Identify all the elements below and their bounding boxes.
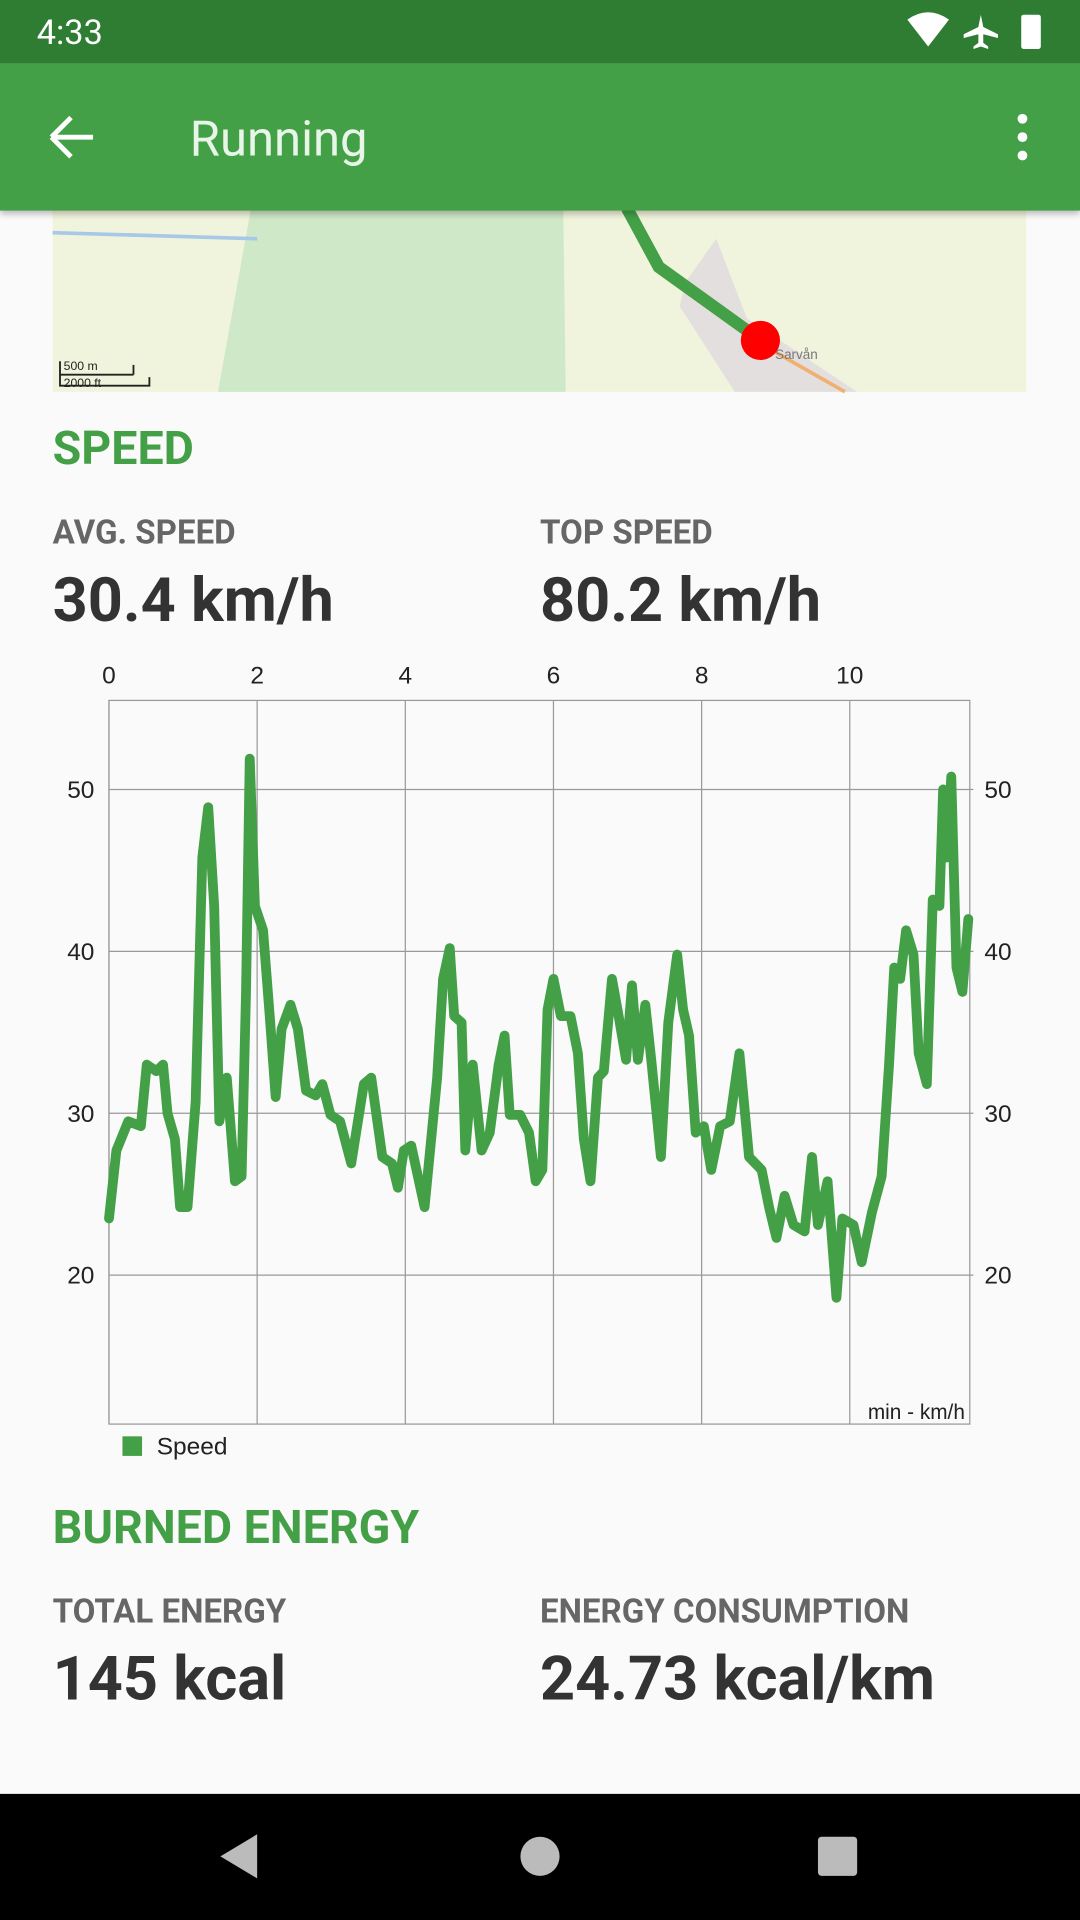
back-button[interactable] xyxy=(47,113,101,162)
status-bar: 4:33 xyxy=(0,0,1080,64)
legend-swatch xyxy=(122,1436,143,1456)
place-label: Sarvån xyxy=(775,347,818,362)
y2-tick-label: 40 xyxy=(984,939,1011,966)
route xyxy=(621,208,763,345)
y-tick-label: 30 xyxy=(67,1101,94,1128)
y2-tick-label: 20 xyxy=(984,1263,1011,1290)
x-tick-label: 10 xyxy=(836,662,863,689)
wetland xyxy=(217,208,566,392)
section-heading: BURNED ENERGY xyxy=(52,1501,420,1556)
wifi-icon xyxy=(907,12,949,47)
nav-back[interactable] xyxy=(220,1834,258,1879)
status-icons xyxy=(907,12,1041,49)
y-tick-label: 20 xyxy=(67,1263,94,1290)
position-marker xyxy=(740,320,781,361)
airplane-icon xyxy=(963,14,998,49)
stat-value: 80.2 km/h xyxy=(540,565,822,637)
y-tick-label: 40 xyxy=(67,939,94,966)
stat-label: TOP SPEED xyxy=(540,513,713,553)
clock: 4:33 xyxy=(36,12,103,53)
stat-value: 145 kcal xyxy=(52,1644,287,1716)
battery-icon xyxy=(1021,14,1041,49)
scale-bar xyxy=(59,361,151,387)
overflow-menu[interactable] xyxy=(1009,113,1036,162)
stat-value: 24.73 kcal/km xyxy=(540,1644,935,1716)
stat-label: TOTAL ENERGY xyxy=(52,1591,287,1632)
section-heading: SPEED xyxy=(52,422,194,477)
stat-label: ENERGY CONSUMPTION xyxy=(540,1591,910,1632)
legend-label: Speed xyxy=(157,1434,228,1461)
nav-home[interactable] xyxy=(520,1836,560,1876)
axis-annotation: min - km/h xyxy=(868,1401,965,1424)
river xyxy=(52,230,258,241)
y-tick-label: 50 xyxy=(67,777,94,804)
nav-recents[interactable] xyxy=(817,1836,858,1876)
app-title: Running xyxy=(189,110,368,168)
y2-tick-label: 30 xyxy=(984,1101,1011,1128)
app-bar: Running xyxy=(0,63,1080,211)
stat-label: AVG. SPEED xyxy=(52,513,236,553)
y2-tick-label: 50 xyxy=(984,777,1011,804)
nav-buttons xyxy=(220,1834,858,1879)
map: Sarvån 500 m 2000 ft xyxy=(52,208,1027,394)
stat-value: 30.4 km/h xyxy=(52,565,334,637)
line-series xyxy=(104,753,974,1303)
navigation-bar xyxy=(0,1793,1080,1920)
village xyxy=(679,238,858,392)
x-tick-label: 4 xyxy=(398,662,412,689)
plot-area xyxy=(108,699,971,1425)
x-tick-label: 0 xyxy=(102,662,116,689)
speed-chart: 20 30 40 50 20 30 40 50 0 2 4 6 8 10 min - km/h Speed xyxy=(67,662,1011,1461)
x-tick-label: 8 xyxy=(695,662,709,689)
scale-imperial: 2000 ft xyxy=(64,376,102,390)
x-tick-label: 2 xyxy=(250,662,264,689)
scale-metric: 500 m xyxy=(64,359,98,373)
x-tick-label: 6 xyxy=(547,662,561,689)
